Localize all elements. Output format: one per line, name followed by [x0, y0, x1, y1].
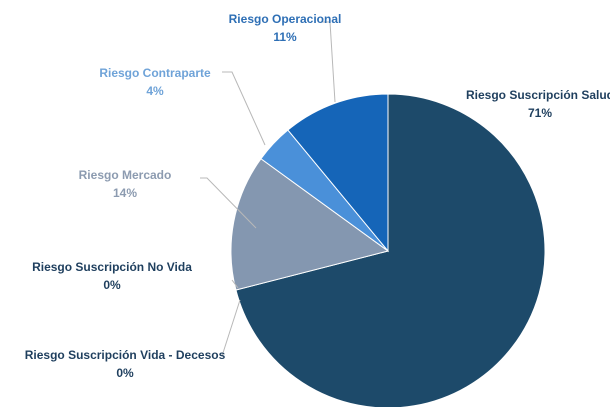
category-name: Riesgo Mercado [78, 168, 172, 182]
slice-label: Riesgo Contraparte 4% [75, 64, 235, 100]
value-label: 0% [103, 278, 121, 292]
leader-line [221, 299, 241, 357]
leader-line [322, 21, 336, 103]
slice-label: Riesgo Suscripción Vida - Decesos 0% [20, 346, 230, 382]
category-name: Riesgo Suscripción Vida - Decesos [24, 348, 226, 362]
slice-label: Riesgo Suscripción Salud 71% [465, 86, 610, 122]
pie-slice [235, 93, 546, 407]
category-name: Riesgo Suscripción No Vida [32, 260, 192, 274]
value-label: 11% [273, 30, 297, 44]
leader-line [231, 279, 239, 289]
pie-slice [287, 93, 389, 253]
value-label: 0% [116, 366, 134, 380]
category-name: Riesgo Suscripción Salud [465, 88, 610, 102]
value-label: 14% [112, 186, 138, 200]
leader-line [200, 177, 257, 229]
slice-label: Riesgo Operacional 11% [215, 10, 355, 46]
value-label: 71% [527, 106, 553, 120]
pie-slice [230, 158, 390, 291]
leader-line [222, 71, 266, 146]
category-name: Riesgo Operacional [228, 12, 342, 26]
category-name: Riesgo Contraparte [99, 66, 211, 80]
value-label: 4% [146, 84, 164, 98]
slice-label: Riesgo Suscripción No Vida 0% [2, 258, 222, 294]
slice-label: Riesgo Mercado 14% [50, 166, 200, 202]
